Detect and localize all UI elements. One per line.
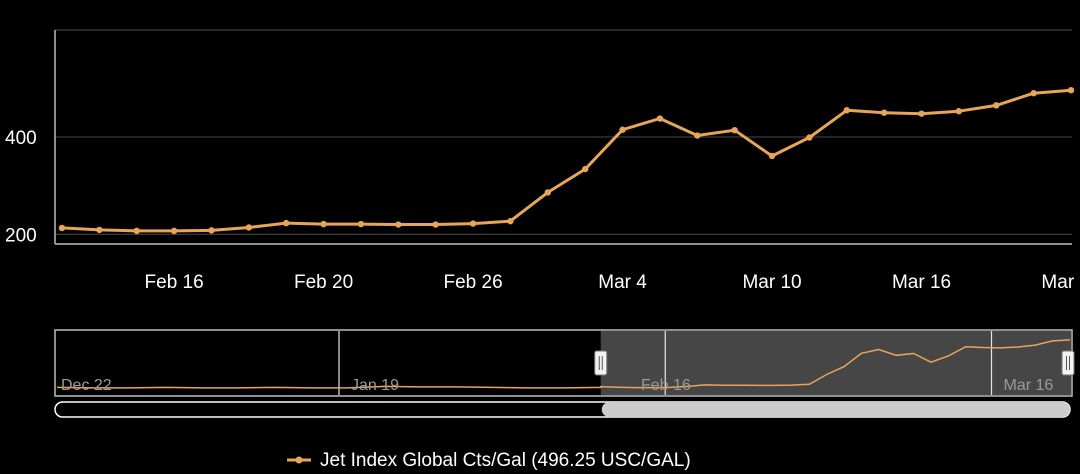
x-axis-ticks: Feb 16 Feb 20 Feb 26 Mar 4 Mar 10 Mar 16 Mar 2… [145,272,1080,293]
data-point-16 [656,115,664,122]
data-point-27 [1067,86,1075,94]
navigator-labels: Dec 22 Jan 19 Feb 16 Mar 16 [61,377,1053,394]
navigator[interactable]: Dec 22 Jan 19 Feb 16 Mar 16 [54,329,1075,397]
data-point-26 [1030,90,1037,97]
x-tick-label-mar-4: Mar 4 [598,272,647,293]
navigator-label-jan-19: Jan 19 [351,377,399,394]
handle-grip[interactable] [594,350,608,376]
navigator-left-handle[interactable] [594,350,608,376]
navigator-label-mar-16: Mar 16 [1004,377,1054,394]
navigator-selected-window[interactable] [600,331,1071,395]
x-tick-label-feb-20: Feb 20 [294,272,353,293]
y-tick-label-400: 400 [5,128,37,149]
x-tick-label-feb-26: Feb 26 [443,272,502,293]
data-point-19 [768,152,776,160]
data-point-2 [133,227,140,235]
legend-label[interactable]: Jet Index Global Cts/Gal (496.25 USC/GAL… [320,450,691,471]
data-point-20 [806,134,813,141]
y-tick-label-200: 200 [5,225,37,246]
data-point-10 [432,221,439,228]
y-axis-ticks: 200 400 [5,128,37,246]
navigator-series-line [56,339,1071,389]
navigator-right-handle[interactable] [1061,350,1075,376]
legend-marker-icon [295,456,303,464]
data-point-5 [245,224,253,231]
data-point-18 [731,126,738,134]
data-point-6 [283,219,290,227]
data-point-25 [993,102,1000,109]
navigator-dividers [338,331,993,395]
navigator-label-dec-22: Dec 22 [61,377,112,394]
data-point-3 [170,227,178,235]
x-tick-label-feb-16: Feb 16 [145,272,204,293]
jet-index-series-points [58,86,1075,235]
data-point-23 [918,110,925,117]
x-tick-label-mar-20: Mar 20 [1041,272,1080,293]
data-point-0 [58,224,66,232]
data-point-15 [619,126,626,133]
data-point-11 [469,220,477,227]
data-point-7 [320,220,327,228]
legend[interactable]: Jet Index Global Cts/Gal (496.25 USC/GAL… [287,450,691,471]
data-point-8 [357,220,365,228]
data-point-21 [843,107,850,114]
navigator-label-feb-16: Feb 16 [641,377,691,394]
x-tick-label-mar-16: Mar 16 [892,272,951,293]
data-point-1 [96,226,103,234]
scrollbar-thumb[interactable] [601,402,1070,417]
data-point-12 [507,217,514,225]
handle-grip[interactable] [1061,350,1075,376]
data-point-4 [208,227,215,234]
data-point-13 [544,189,552,196]
data-point-24 [955,108,963,115]
y-gridlines [55,29,1072,235]
data-point-22 [880,109,888,116]
x-tick-label-mar-10: Mar 10 [742,272,801,293]
jet-index-series-line [61,88,1072,233]
data-point-9 [395,221,402,228]
data-point-14 [581,165,589,173]
data-point-17 [694,132,701,139]
